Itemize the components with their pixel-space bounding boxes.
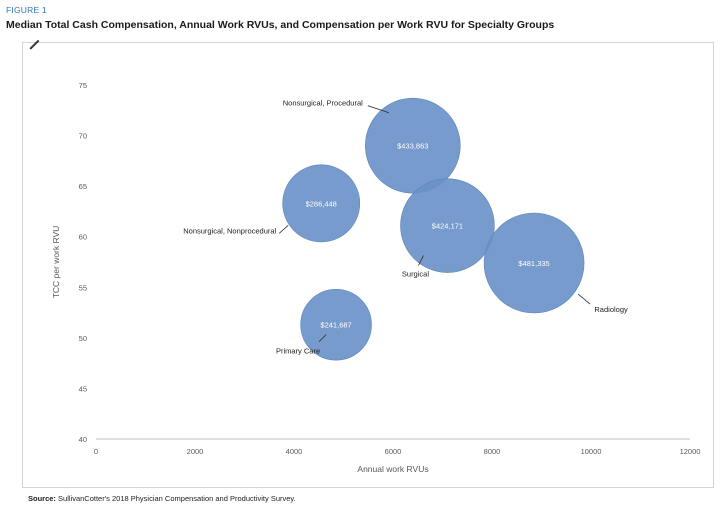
bubble-value-label: $481,335 (518, 259, 549, 268)
leader-line (418, 255, 424, 266)
bubble-value-label: $433,863 (397, 142, 428, 151)
x-tick-label: 12000 (680, 447, 701, 456)
bubble-value-label: $424,171 (432, 222, 463, 231)
x-tick-label: 6000 (385, 447, 402, 456)
leader-line (577, 293, 591, 305)
x-tick-label: 8000 (484, 447, 501, 456)
bubble-category-label: Nonsurgical, Nonprocedural (183, 226, 276, 235)
x-tick-label: 4000 (286, 447, 303, 456)
bubble-value-label: $286,448 (306, 199, 337, 208)
bubble (483, 212, 585, 314)
x-axis-title: Annual work RVUs (357, 464, 428, 474)
chart-frame (22, 42, 714, 488)
bubble (400, 178, 495, 273)
figure-label: FIGURE 1 (6, 5, 47, 15)
figure-title: Median Total Cash Compensation, Annual W… (6, 19, 555, 31)
bubble-category-label: Radiology (594, 305, 628, 314)
x-tick-label: 10000 (581, 447, 602, 456)
y-axis-title: TCC per work RVU (51, 226, 61, 299)
y-tick-label: 50 (79, 334, 87, 343)
y-tick-label: 55 (79, 283, 87, 292)
x-tick-label: 2000 (187, 447, 204, 456)
source-text: SullivanCotter's 2018 Physician Compensa… (58, 494, 296, 503)
source-note: Source: SullivanCotter's 2018 Physician … (28, 494, 296, 503)
bubble-category-label: Nonsurgical, Procedural (283, 99, 363, 108)
x-tick-label: 0 (94, 447, 98, 456)
bubble (300, 288, 372, 361)
bubble-category-label: Primary Care (276, 347, 320, 356)
source-label: Source: (28, 494, 56, 503)
bubble (282, 164, 361, 243)
leader-line (318, 334, 327, 342)
y-tick-label: 40 (79, 435, 87, 444)
leader-line (367, 105, 389, 114)
leader-line (278, 225, 289, 234)
y-tick-label: 75 (79, 81, 87, 90)
bubble (365, 97, 461, 194)
bubble-category-label: Surgical (402, 270, 429, 279)
y-tick-label: 60 (79, 233, 87, 242)
y-tick-label: 70 (79, 132, 87, 141)
bubble-value-label: $241,687 (320, 321, 351, 330)
y-tick-label: 65 (79, 182, 87, 191)
y-tick-label: 45 (79, 384, 87, 393)
